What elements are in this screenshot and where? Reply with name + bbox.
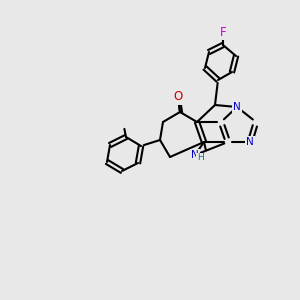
Text: N: N xyxy=(246,137,254,147)
Text: N: N xyxy=(233,102,241,112)
Text: H: H xyxy=(196,154,203,163)
Text: N: N xyxy=(191,150,199,160)
Text: F: F xyxy=(220,26,226,38)
Text: O: O xyxy=(173,91,183,103)
